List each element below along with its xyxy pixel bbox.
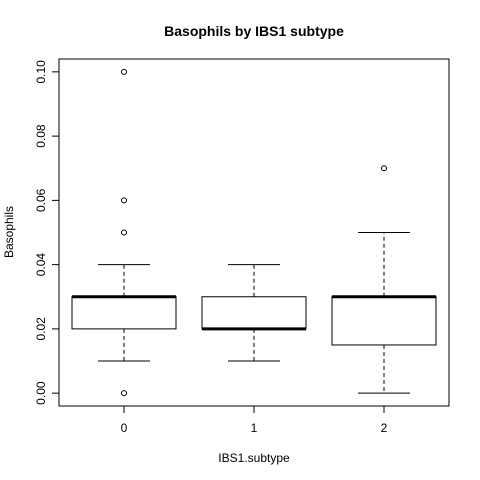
y-axis-label: Basophils	[2, 206, 16, 258]
outlier-point	[121, 197, 127, 204]
x-tick-label: 0	[121, 421, 128, 435]
box-0	[71, 68, 177, 397]
outlier-point	[121, 68, 127, 75]
x-axis-label: IBS1.subtype	[218, 451, 290, 465]
y-tick-label: 0.06	[34, 188, 48, 212]
y-tick-label: 0.08	[34, 124, 48, 148]
box-iqr	[71, 296, 177, 330]
y-tick-label: 0.10	[34, 60, 48, 84]
y-tick-label: 0.02	[34, 317, 48, 341]
box-iqr	[201, 296, 307, 330]
y-tick-label: 0.04	[34, 253, 48, 277]
x-tick-label: 2	[381, 421, 388, 435]
box-iqr	[331, 296, 437, 346]
outlier-point	[381, 165, 387, 172]
box-2	[331, 165, 437, 394]
chart-title: Basophils by IBS1 subtype	[164, 23, 344, 39]
y-axis: 0.00 0.02 0.04 0.06 0.08 0.10	[34, 60, 60, 405]
y-tick-label: 0.00	[34, 381, 48, 405]
boxes-group	[71, 68, 437, 397]
box-1	[201, 264, 307, 362]
x-axis: 0 1 2	[121, 405, 388, 435]
x-tick-label: 1	[251, 421, 258, 435]
outlier-point	[121, 229, 127, 236]
outlier-point	[121, 390, 127, 397]
